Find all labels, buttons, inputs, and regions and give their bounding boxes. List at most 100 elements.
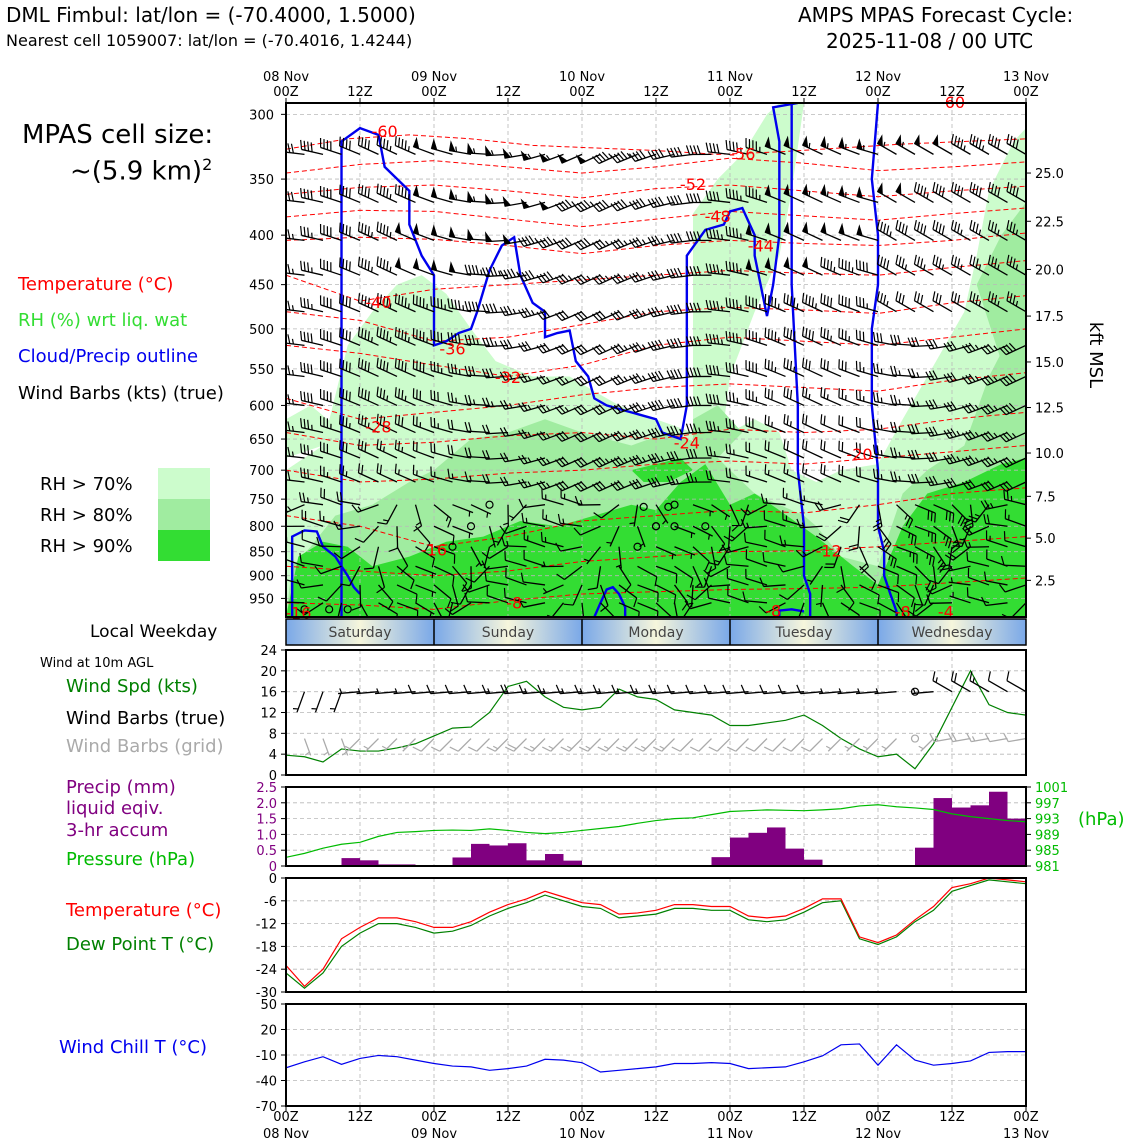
barb-staff bbox=[731, 525, 749, 542]
barb-feather bbox=[654, 427, 661, 437]
barb-feather bbox=[265, 145, 268, 154]
barb-staff bbox=[339, 396, 361, 407]
barb-feather bbox=[928, 370, 935, 380]
barb-pennant bbox=[502, 233, 512, 245]
barb-feather bbox=[431, 557, 435, 568]
cross-section-barb bbox=[684, 600, 712, 610]
barb-half-feather bbox=[509, 151, 513, 158]
barb-half-feather bbox=[458, 369, 461, 375]
cloud-outline bbox=[870, 103, 898, 617]
barb-staff bbox=[763, 502, 786, 506]
barb-half-feather bbox=[765, 497, 768, 504]
barb-half-feather bbox=[997, 300, 1000, 307]
precip-bar bbox=[933, 798, 952, 866]
barb-pennant bbox=[538, 152, 550, 163]
barb-feather bbox=[345, 442, 348, 453]
temperature-line bbox=[286, 878, 1026, 988]
barb-feather bbox=[943, 430, 950, 439]
barb-half-feather bbox=[386, 395, 389, 401]
barb-feather bbox=[729, 140, 732, 151]
legend-rh90-label: RH > 90% bbox=[40, 536, 133, 557]
barb-half-feather bbox=[623, 240, 628, 246]
cross-section-barb bbox=[448, 226, 472, 242]
barb-feather bbox=[916, 221, 921, 232]
barb-staff bbox=[914, 300, 934, 313]
barb-feather bbox=[447, 444, 450, 455]
barb-half-feather bbox=[498, 270, 501, 276]
temperature-contour-label: -44 bbox=[748, 237, 774, 256]
barb-feather bbox=[310, 333, 313, 343]
barb-staff bbox=[745, 194, 768, 204]
barb-feather bbox=[489, 368, 494, 378]
cross-section-barb bbox=[357, 256, 379, 276]
cross-section-barb bbox=[859, 565, 877, 591]
cross-section-barb bbox=[925, 584, 953, 595]
cross-section-barb bbox=[711, 504, 731, 521]
barb-feather bbox=[980, 346, 988, 355]
calm-circle bbox=[466, 522, 476, 531]
barb-feather bbox=[300, 187, 303, 198]
barb-half-feather bbox=[445, 516, 449, 522]
barb-staff bbox=[395, 302, 416, 313]
barb-staff bbox=[782, 544, 805, 548]
barb-staff bbox=[988, 680, 1008, 693]
barb-staff bbox=[320, 425, 342, 434]
barb-feather bbox=[957, 294, 961, 305]
barb-feather bbox=[1015, 187, 1019, 197]
barb-staff bbox=[1005, 404, 1026, 416]
barb-feather bbox=[789, 360, 793, 371]
barb-feather bbox=[939, 567, 950, 571]
cross-section-barb bbox=[725, 467, 749, 483]
barb-staff bbox=[727, 526, 731, 549]
barb-staff bbox=[877, 565, 899, 576]
cloud-outline bbox=[790, 103, 812, 617]
barb-staff bbox=[618, 565, 632, 586]
value-tick-label: 8 bbox=[269, 727, 277, 742]
weekday-label: Tuesday bbox=[775, 625, 833, 641]
barb-staff bbox=[673, 602, 678, 617]
barb-feather bbox=[307, 262, 310, 272]
barb-feather bbox=[957, 258, 961, 268]
label-windchill: Wind Chill T (°C) bbox=[59, 1037, 207, 1058]
barb-staff bbox=[358, 265, 379, 276]
barb-feather bbox=[503, 269, 509, 279]
time-tick-hour: 00Z bbox=[421, 1110, 447, 1125]
barb-feather bbox=[740, 518, 746, 529]
barb-feather bbox=[401, 296, 404, 306]
barb-feather bbox=[960, 139, 964, 149]
cross-section-barb bbox=[333, 520, 361, 530]
barb-staff bbox=[504, 311, 527, 317]
barb-feather bbox=[693, 336, 698, 346]
barb-half-feather bbox=[820, 688, 824, 694]
value-tick-label: 1.0 bbox=[256, 828, 277, 843]
legend-rh80-swatch bbox=[158, 499, 210, 530]
barb-half-feather bbox=[367, 422, 370, 428]
barb-feather bbox=[826, 329, 829, 340]
barb-feather bbox=[893, 447, 898, 457]
cross-section-barb bbox=[377, 504, 398, 525]
barb-half-feather bbox=[707, 534, 711, 540]
barb-feather bbox=[558, 311, 566, 320]
barb-feather bbox=[732, 332, 735, 343]
cross-section-barb bbox=[319, 465, 342, 483]
barb-feather bbox=[653, 746, 663, 752]
value-tick-label: 20 bbox=[260, 1024, 277, 1039]
barb-feather bbox=[859, 563, 868, 571]
cross-section-barb bbox=[725, 418, 749, 434]
barb-feather bbox=[307, 189, 310, 200]
barb-staff bbox=[782, 565, 805, 573]
barb-feather bbox=[287, 470, 291, 481]
pressure-tick-label: 300 bbox=[249, 108, 274, 123]
barb-feather bbox=[898, 221, 902, 232]
cross-section-barb bbox=[838, 388, 860, 407]
barb-feather bbox=[767, 389, 770, 399]
barb-feather bbox=[481, 474, 487, 484]
barb-staff bbox=[840, 584, 855, 604]
barb-feather bbox=[801, 463, 805, 473]
cross-section-barb bbox=[261, 303, 286, 312]
barb-feather bbox=[345, 417, 348, 427]
dewpoint-line bbox=[286, 879, 1026, 989]
barb-feather bbox=[716, 301, 720, 311]
cross-section-barb bbox=[673, 602, 678, 617]
cross-section-barb bbox=[319, 360, 342, 378]
